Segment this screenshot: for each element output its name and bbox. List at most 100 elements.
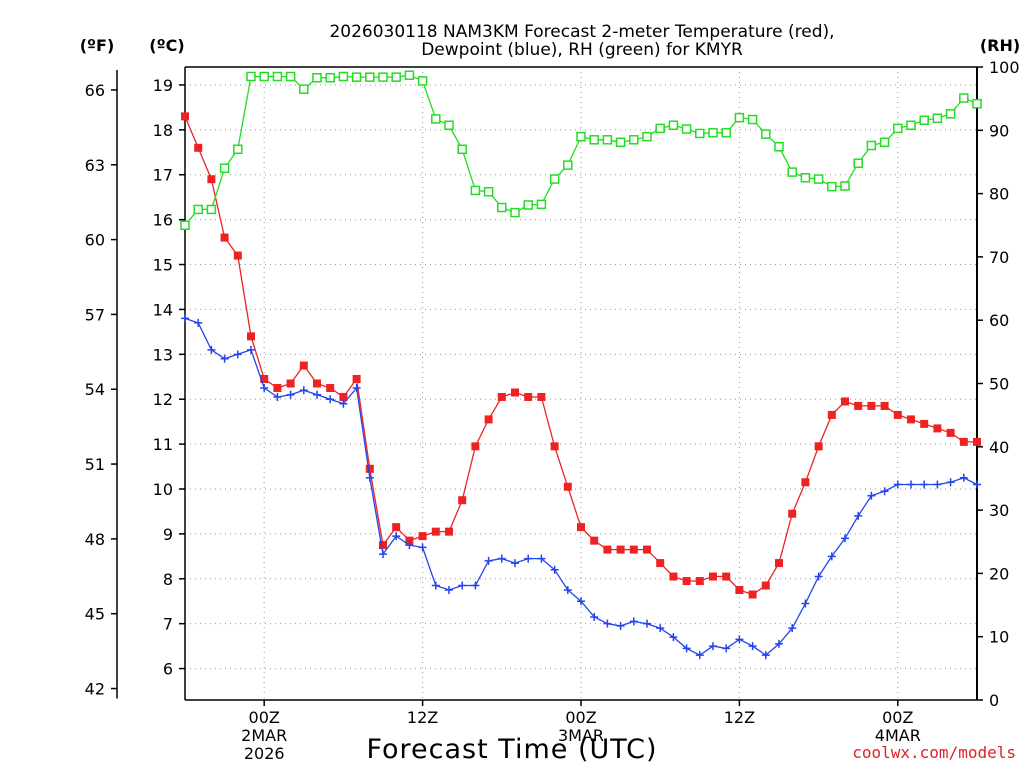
rh-point <box>312 73 322 83</box>
dewpoint-point <box>880 487 889 496</box>
rh-point <box>338 71 349 82</box>
axes: 6 7 8 9 10 11 12 13 14 15 16 17 18 19 42 45 48 51 54 57 60 63… <box>85 58 1020 763</box>
rh-tick-label: 0 <box>989 691 999 710</box>
rh-point <box>563 160 573 170</box>
rh-point <box>510 207 520 218</box>
2-meter-temperature-point <box>880 401 889 410</box>
2-meter-temperature-point <box>775 559 783 568</box>
dewpoint-point <box>550 565 559 574</box>
dewpoint-point <box>326 395 335 404</box>
celsius-tick-label: 7 <box>163 615 173 634</box>
celsius-tick-label: 18 <box>153 121 173 140</box>
dewpoint-point <box>920 480 929 489</box>
dewpoint-point <box>907 480 915 489</box>
dewpoint-point <box>273 392 282 401</box>
dewpoint-point <box>761 651 770 660</box>
celsius-tick-label: 6 <box>163 660 173 679</box>
rh-point <box>695 128 705 139</box>
dewpoint-point <box>709 642 717 651</box>
rh-point <box>972 98 982 109</box>
2-meter-temperature-point <box>933 424 942 433</box>
2-meter-temperature-point <box>854 401 863 410</box>
dewpoint-point <box>814 572 823 581</box>
2-meter-temperature-point <box>273 383 282 392</box>
rh-tick-label: 30 <box>989 501 1009 520</box>
2-meter-temperature-point <box>973 437 981 446</box>
rh-point <box>827 181 837 192</box>
2-meter-temperature-point <box>682 577 691 586</box>
2-meter-temperature-point <box>286 379 295 388</box>
2-meter-temperature-point <box>537 392 546 401</box>
celsius-tick-label: 11 <box>153 435 173 454</box>
rh-point <box>523 200 533 210</box>
rh-tick-label: 100 <box>989 58 1020 77</box>
dewpoint-point <box>418 543 427 552</box>
dewpoint-point <box>735 635 744 644</box>
date-label: 4MAR <box>875 726 921 745</box>
fahrenheit-tick-label: 42 <box>85 680 105 699</box>
2-meter-temperature-point <box>867 401 876 410</box>
rh-tick-label: 50 <box>989 375 1009 394</box>
rh-point <box>615 137 626 148</box>
rh-point <box>180 220 190 230</box>
rh-point <box>404 70 415 80</box>
dewpoint-point <box>313 390 321 399</box>
rh-point <box>602 135 613 145</box>
rh-point <box>378 72 388 82</box>
2-meter-temperature-point <box>194 143 203 152</box>
dewpoint-point <box>854 511 863 520</box>
dewpoint-point <box>405 541 414 550</box>
celsius-unit-label: (ºC) <box>149 36 184 55</box>
2-meter-temperature-point <box>418 532 427 541</box>
2-meter-temperature-point <box>339 392 348 401</box>
rh-point <box>417 76 428 86</box>
dewpoint-point <box>339 399 348 408</box>
rh-unit-label: (RH) <box>980 36 1020 55</box>
dewpoint-point <box>379 550 387 559</box>
2-meter-temperature-point <box>352 375 361 384</box>
celsius-tick-label: 12 <box>153 390 173 409</box>
rh-point <box>840 181 850 191</box>
rh-point <box>642 131 652 142</box>
2-meter-temperature-point <box>392 523 401 532</box>
dewpoint-point <box>577 597 585 606</box>
dewpoint-point <box>669 633 678 642</box>
celsius-tick-label: 8 <box>163 570 173 589</box>
rh-tick-label: 60 <box>989 311 1009 330</box>
dewpoint-point <box>643 619 651 628</box>
rh-point <box>351 72 362 82</box>
dewpoint-point <box>590 612 599 621</box>
fahrenheit-tick-label: 60 <box>85 231 105 250</box>
rh-point <box>272 71 283 82</box>
fahrenheit-tick-label: 66 <box>85 81 105 100</box>
dewpoint-point <box>946 478 955 487</box>
dewpoint-point <box>260 383 269 392</box>
dewpoint-point <box>656 624 665 633</box>
rh-point <box>813 174 824 184</box>
2-meter-temperature-point <box>511 388 519 397</box>
dewpoint-point <box>511 559 519 568</box>
2-meter-temperature-point <box>841 397 849 406</box>
data-series <box>180 70 982 660</box>
dewpoint-point <box>801 599 810 608</box>
rh-point <box>259 71 269 82</box>
dewpoint-point <box>247 345 255 354</box>
2-meter-temperature-point <box>907 415 915 424</box>
rh-point <box>497 202 507 213</box>
dewpoint-point <box>788 624 797 633</box>
dewpoint-point <box>682 644 691 653</box>
rh-point <box>233 144 243 155</box>
x-axis-title: Forecast Time (UTC) <box>366 734 657 765</box>
2-meter-temperature-point <box>629 545 638 554</box>
time-tick-label: 00Z <box>249 708 280 727</box>
date-label: 3MAR <box>558 726 604 745</box>
2-meter-temperature-point <box>643 545 651 554</box>
rh-point <box>325 73 335 83</box>
rh-point <box>734 112 745 123</box>
rh-point <box>391 72 401 82</box>
dewpoint-point <box>563 586 572 595</box>
rh-point <box>655 123 665 134</box>
rh-point <box>457 144 467 155</box>
rh-point <box>629 135 639 145</box>
